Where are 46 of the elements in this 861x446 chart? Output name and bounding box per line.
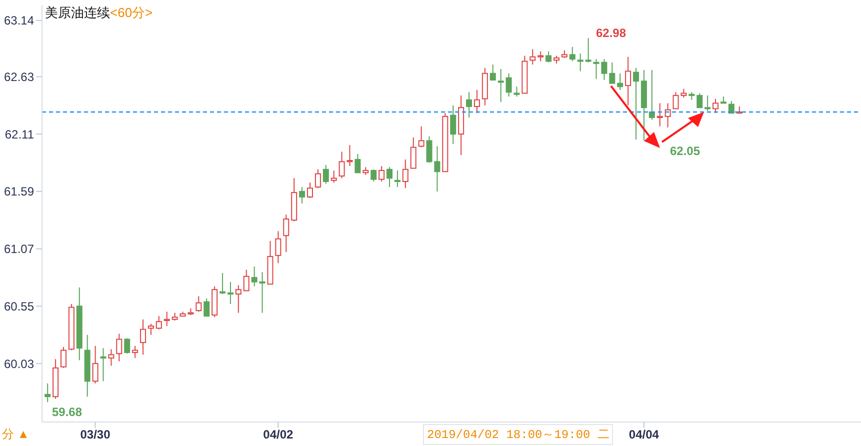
candlestick	[275, 230, 282, 264]
candlestick	[593, 58, 600, 80]
candlestick	[68, 303, 74, 351]
candlestick	[402, 158, 408, 189]
annotation: 62.98	[596, 26, 626, 40]
candlestick	[140, 318, 146, 356]
candlestick	[394, 170, 400, 188]
chart-title: 美原油连续	[45, 5, 110, 20]
text: 分 ▲	[2, 426, 30, 443]
candlestick	[116, 333, 122, 362]
candlestick	[44, 382, 51, 403]
y-tick-label: 63.14	[4, 14, 34, 28]
candlestick	[625, 56, 632, 106]
annotation: 62.05	[670, 144, 700, 158]
candlestick	[259, 271, 266, 314]
chart-subtitle: <60分>	[110, 5, 153, 20]
candlestick	[577, 53, 584, 72]
y-tick-label: 62.11	[4, 127, 34, 142]
candlestick	[84, 334, 90, 398]
candlestick	[466, 92, 472, 118]
y-tick-label: 62.63	[4, 70, 34, 84]
candlestick	[498, 68, 504, 103]
text: 2019/04/02 18:00～19:00 二	[423, 424, 614, 445]
y-tick-label: 60.55	[4, 299, 34, 314]
y-tick-label: 60.03	[4, 356, 34, 371]
candlestick	[617, 72, 624, 90]
candlestick	[482, 67, 488, 106]
candlestick	[164, 311, 170, 327]
candlestick	[601, 58, 608, 81]
x-tick-label: 03/30	[80, 428, 111, 442]
candlestick	[450, 104, 456, 144]
candlestick	[76, 286, 82, 361]
candlestick	[656, 102, 663, 127]
candlestick	[664, 102, 671, 128]
y-tick-label: 61.59	[4, 184, 34, 199]
candlestick	[108, 348, 114, 366]
candlestick	[227, 281, 234, 304]
candlestick	[640, 70, 647, 142]
y-tick-label: 61.07	[4, 242, 34, 256]
candlestick	[418, 126, 424, 148]
annotation: 59.68	[52, 405, 82, 419]
x-tick-label: 04/04	[628, 428, 660, 442]
x-tick-label: 04/02	[263, 428, 294, 442]
candlestick	[458, 94, 464, 156]
candlestick	[100, 348, 106, 382]
candlestick	[156, 316, 162, 330]
